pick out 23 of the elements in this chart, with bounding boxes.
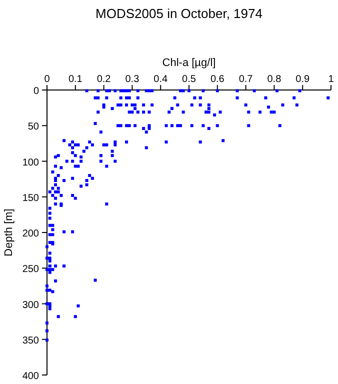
y-tick-label: 350	[22, 335, 40, 346]
x-tick-label: 0.2	[96, 74, 112, 85]
x-axis-title: Chl-a [µg/l]	[162, 57, 216, 69]
x-tick-label: 0	[44, 74, 50, 85]
x-tick-label: 0.6	[210, 74, 225, 85]
y-tick-label: 0	[33, 86, 40, 97]
x-tick-label: 0.5	[182, 74, 196, 85]
x-tick-label: 0.7	[238, 74, 254, 85]
y-tick-label: 150	[22, 192, 40, 204]
x-tick-label: 0.1	[68, 74, 83, 85]
y-tick-label: 200	[22, 228, 40, 240]
x-tick-label: 0.3	[125, 74, 140, 85]
x-tick-label: 0.9	[296, 74, 310, 85]
y-tick-label: 400	[22, 371, 40, 382]
x-tick-label: 1	[328, 74, 334, 85]
y-tick-label: 250	[22, 264, 40, 276]
chart-title: MODS2005 in October, 1974	[96, 6, 262, 21]
y-tick-label: 300	[22, 300, 40, 311]
x-tick-label: 0.8	[267, 74, 282, 85]
y-tick-label: 100	[22, 157, 40, 168]
x-tick-label: 0.4	[154, 74, 168, 85]
y-tick-label: 50	[28, 122, 40, 133]
y-axis-title: Depth [m]	[3, 208, 15, 256]
